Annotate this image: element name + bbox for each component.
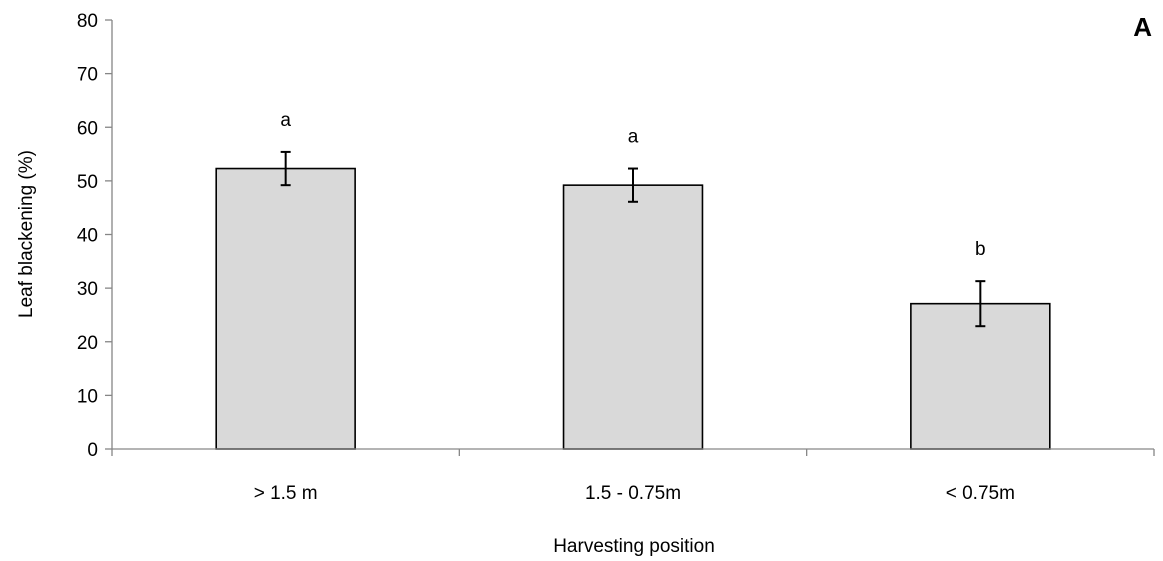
y-tick-label: 40 <box>77 226 98 247</box>
x-tick-label: > 1.5 m <box>254 483 318 504</box>
y-axis-title: Leaf blackening (%) <box>16 150 37 318</box>
significance-letter: a <box>280 110 291 131</box>
significance-letter: a <box>628 127 639 148</box>
y-tick-label: 60 <box>77 118 98 139</box>
significance-labels: a a b <box>280 110 985 260</box>
bar <box>910 302 1051 450</box>
x-tick-label: 1.5 - 0.75m <box>585 483 681 504</box>
y-tick-label: 50 <box>77 172 98 193</box>
significance-letter: b <box>975 239 986 260</box>
error-bars <box>280 150 986 328</box>
panel-label: A <box>1133 12 1152 42</box>
y-tick-label: 20 <box>77 333 98 354</box>
x-tick-label: < 0.75m <box>946 483 1015 504</box>
y-tick-label: 30 <box>77 279 98 300</box>
x-axis-ticks: > 1.5 m 1.5 - 0.75m < 0.75m <box>111 449 1155 504</box>
x-axis-title: Harvesting position <box>553 536 715 557</box>
y-tick-label: 10 <box>77 386 98 407</box>
y-axis-ticks: 0 10 20 30 40 50 60 70 80 <box>77 11 112 461</box>
bar <box>562 184 704 450</box>
y-tick-label: 70 <box>77 65 98 86</box>
y-tick-label: 80 <box>77 11 98 32</box>
y-tick-label: 0 <box>87 440 98 461</box>
bar <box>215 167 356 450</box>
bars <box>215 167 1051 450</box>
